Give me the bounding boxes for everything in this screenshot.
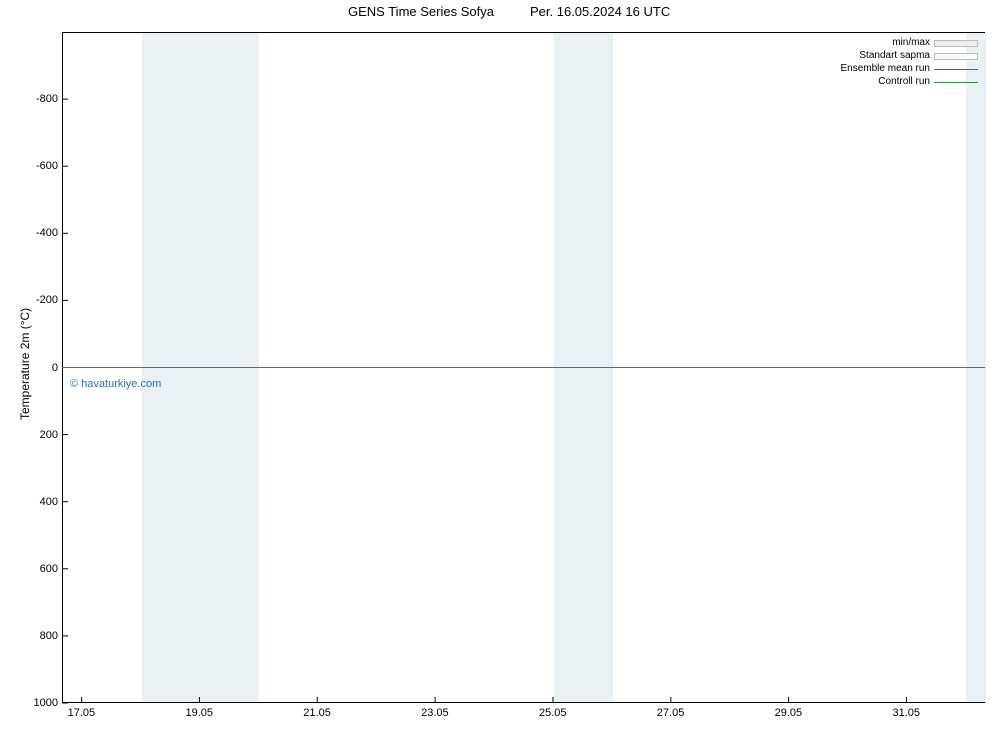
x-tick-label: 29.05 <box>775 707 803 719</box>
legend-label: Controll run <box>878 76 930 87</box>
y-tick-label: 800 <box>40 630 58 642</box>
legend-item: Ensemble mean run <box>841 62 979 75</box>
weekend-shade-band <box>966 33 986 702</box>
chart-container: { "layout": { "width": 1000, "height": 7… <box>0 0 1000 733</box>
y-tick-label: -400 <box>36 227 58 239</box>
y-tick-label: -800 <box>36 93 58 105</box>
weekend-shade-band <box>142 33 260 702</box>
y-tick-label: -200 <box>36 294 58 306</box>
legend-swatch <box>934 64 978 74</box>
chart-title-left: GENS Time Series Sofya <box>348 4 494 19</box>
legend-item: Standart sapma <box>841 49 979 62</box>
plot-area <box>62 32 985 703</box>
y-tick-label: 0 <box>52 362 58 374</box>
y-tick-label: 1000 <box>34 697 58 709</box>
x-tick-label: 27.05 <box>657 707 685 719</box>
x-tick-label: 21.05 <box>303 707 331 719</box>
x-tick-label: 19.05 <box>185 707 213 719</box>
chart-title-right: Per. 16.05.2024 16 UTC <box>530 4 670 19</box>
legend-item: min/max <box>841 36 979 49</box>
y-axis-label: Temperature 2m (°C) <box>18 308 32 420</box>
legend-label: Standart sapma <box>859 50 930 61</box>
legend-label: Ensemble mean run <box>841 63 931 74</box>
watermark: © havaturkiye.com <box>70 378 161 390</box>
legend-item: Controll run <box>841 75 979 88</box>
y-tick-label: 200 <box>40 429 58 441</box>
legend-label: min/max <box>892 37 930 48</box>
legend: min/max Standart sapma Ensemble mean run Co… <box>841 36 979 88</box>
legend-swatch <box>934 77 978 87</box>
legend-swatch <box>934 53 978 60</box>
y-tick-label: -600 <box>36 160 58 172</box>
x-tick-label: 31.05 <box>892 707 920 719</box>
y-tick-label: 600 <box>40 563 58 575</box>
x-tick-label: 17.05 <box>68 707 96 719</box>
x-tick-label: 25.05 <box>539 707 567 719</box>
weekend-shade-band <box>554 33 613 702</box>
legend-swatch <box>934 40 978 47</box>
y-tick-label: 400 <box>40 496 58 508</box>
x-tick-label: 23.05 <box>421 707 449 719</box>
